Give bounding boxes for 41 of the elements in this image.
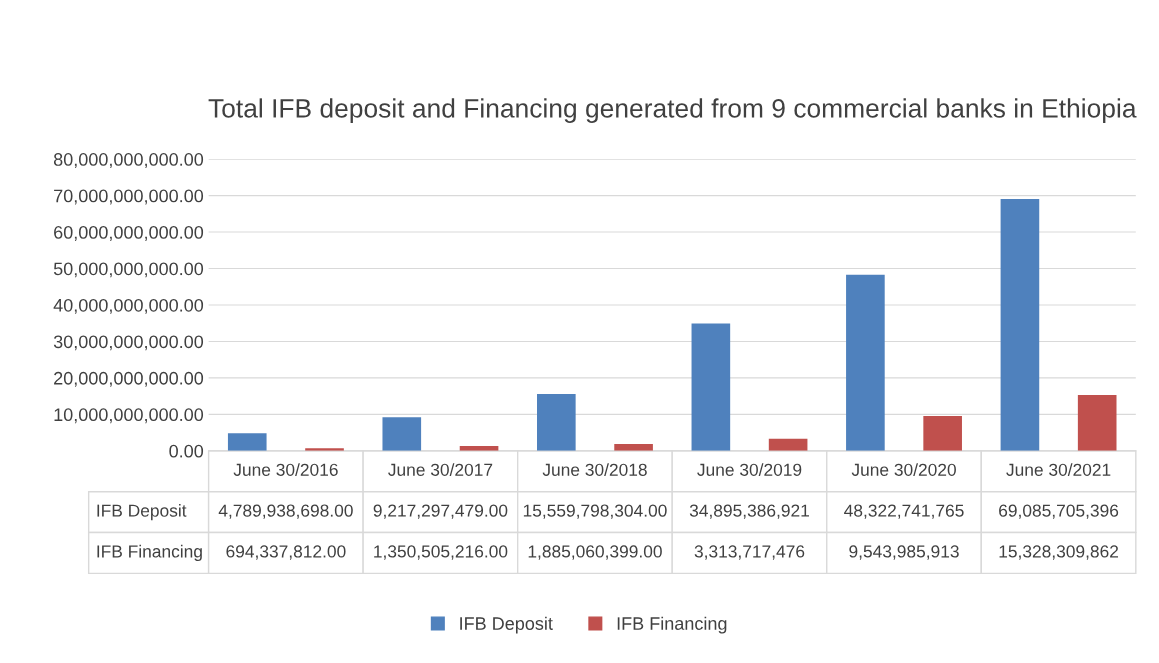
x-tick-label: June 30/2020: [851, 463, 956, 476]
y-tick-label: 50,000,000,000.00: [53, 262, 204, 278]
text: IFB Financing: [97, 544, 202, 562]
chart-title: Total IFB deposit and Financing generated from 9 commercial banks in Ethiopia: [208, 98, 1137, 123]
x-tick-label: June 30/2021: [1006, 463, 1111, 476]
y-tick-label: 0.00: [169, 444, 204, 458]
data-label: 1,885,060,399.00: [528, 545, 662, 560]
data-label: 9,217,297,479.00: [373, 504, 508, 519]
y-tick-label: 70,000,000,000.00: [54, 189, 204, 205]
y-tick-label: 30,000,000,000.00: [53, 335, 204, 351]
legend-label: IFB Deposit: [460, 616, 553, 634]
data-label: 1,350,505,216.00: [374, 545, 508, 560]
bar: [923, 416, 962, 451]
bar: [846, 274, 885, 451]
data-label: 9,543,985,913: [849, 545, 959, 560]
bar: [1000, 198, 1040, 451]
bar: [1077, 394, 1117, 451]
data-label: 69,085,705,396: [999, 504, 1119, 519]
data-label: 694,337,812.00: [226, 545, 346, 560]
data-label: 4,789,938,698.00: [218, 504, 353, 519]
y-tick-label: 40,000,000,000.00: [53, 298, 204, 314]
x-tick-label: June 30/2018: [542, 463, 647, 476]
y-tick-label: 10,000,000,000.00: [54, 408, 204, 424]
y-tick-label: 60,000,000,000.00: [54, 225, 204, 241]
y-tick-label: 20,000,000,000.00: [54, 371, 204, 387]
y-tick-label: 80,000,000,000.00: [53, 153, 204, 168]
text: IFB Deposit: [97, 504, 187, 521]
bar: [382, 417, 422, 451]
bar: [537, 394, 576, 451]
x-tick-label: June 30/2016: [233, 463, 338, 476]
x-tick-label: June 30/2017: [388, 463, 493, 476]
data-label: 48,322,741,765: [844, 504, 964, 519]
data-label: 34,895,386,921: [689, 504, 809, 519]
legend-label: IFB Financing: [617, 616, 727, 634]
bar: [691, 323, 731, 451]
data-label: 3,313,717,476: [694, 545, 805, 560]
data-label: 15,328,309,862: [999, 545, 1119, 560]
x-tick-label: June 30/2019: [697, 463, 802, 476]
data-label: 15,559,798,304.00: [523, 504, 667, 519]
bar: [768, 438, 808, 451]
bar: [227, 433, 267, 451]
